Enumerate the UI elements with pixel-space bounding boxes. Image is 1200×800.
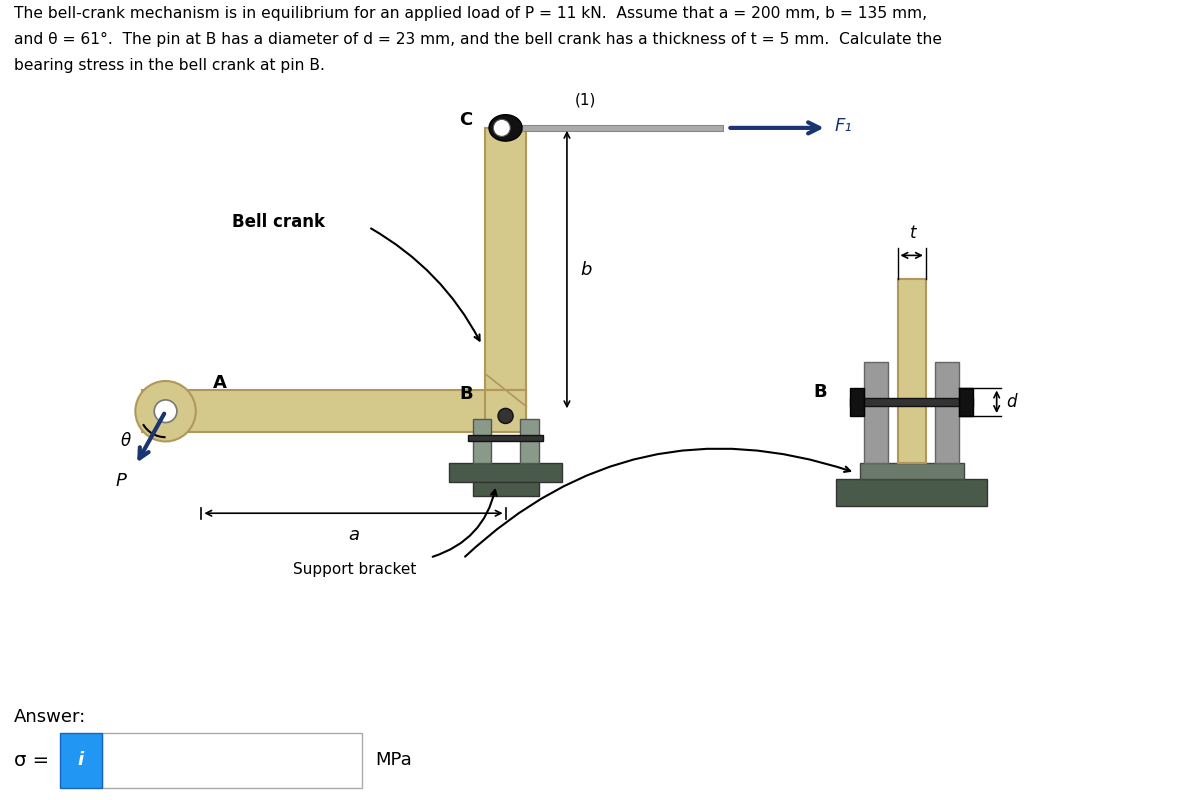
- Text: θ: θ: [121, 432, 131, 450]
- Text: d: d: [1006, 393, 1016, 410]
- Circle shape: [498, 408, 514, 423]
- Polygon shape: [935, 362, 959, 463]
- Polygon shape: [473, 418, 491, 463]
- Text: B: B: [460, 386, 473, 403]
- Circle shape: [155, 400, 176, 422]
- Text: P: P: [115, 473, 126, 490]
- Polygon shape: [898, 279, 926, 463]
- Text: B: B: [814, 383, 827, 402]
- Text: MPa: MPa: [374, 751, 412, 770]
- Text: F₁: F₁: [834, 117, 852, 135]
- Polygon shape: [485, 128, 527, 406]
- Polygon shape: [473, 482, 539, 496]
- Polygon shape: [959, 388, 973, 416]
- Circle shape: [493, 119, 510, 136]
- Text: The bell-crank mechanism is in equilibrium for an applied load of P = 11 kN.  As: The bell-crank mechanism is in equilibri…: [14, 6, 928, 22]
- Ellipse shape: [490, 114, 522, 141]
- Polygon shape: [859, 463, 964, 479]
- Polygon shape: [485, 390, 527, 432]
- Text: C: C: [460, 111, 473, 130]
- Polygon shape: [520, 418, 539, 463]
- Text: t: t: [911, 224, 917, 242]
- Circle shape: [136, 381, 196, 442]
- Text: bearing stress in the bell crank at pin B.: bearing stress in the bell crank at pin …: [14, 58, 325, 73]
- Text: (1): (1): [575, 92, 596, 107]
- Polygon shape: [836, 479, 988, 506]
- Text: σ =: σ =: [14, 751, 49, 770]
- Polygon shape: [449, 463, 563, 482]
- Polygon shape: [851, 388, 864, 416]
- Text: and θ = 61°.  The pin at B has a diameter of d = 23 mm, and the bell crank has a: and θ = 61°. The pin at B has a diameter…: [14, 32, 942, 47]
- FancyBboxPatch shape: [60, 734, 102, 787]
- Polygon shape: [864, 362, 888, 463]
- Text: Answer:: Answer:: [14, 709, 86, 726]
- Polygon shape: [521, 125, 722, 131]
- Text: b: b: [580, 261, 592, 278]
- FancyBboxPatch shape: [102, 734, 362, 787]
- Text: a: a: [348, 526, 359, 545]
- Text: A: A: [212, 374, 227, 392]
- Text: Support bracket: Support bracket: [293, 562, 416, 578]
- Text: i: i: [78, 751, 84, 770]
- Polygon shape: [851, 398, 973, 406]
- Polygon shape: [468, 435, 544, 442]
- Polygon shape: [142, 390, 527, 432]
- Text: Bell crank: Bell crank: [232, 214, 325, 231]
